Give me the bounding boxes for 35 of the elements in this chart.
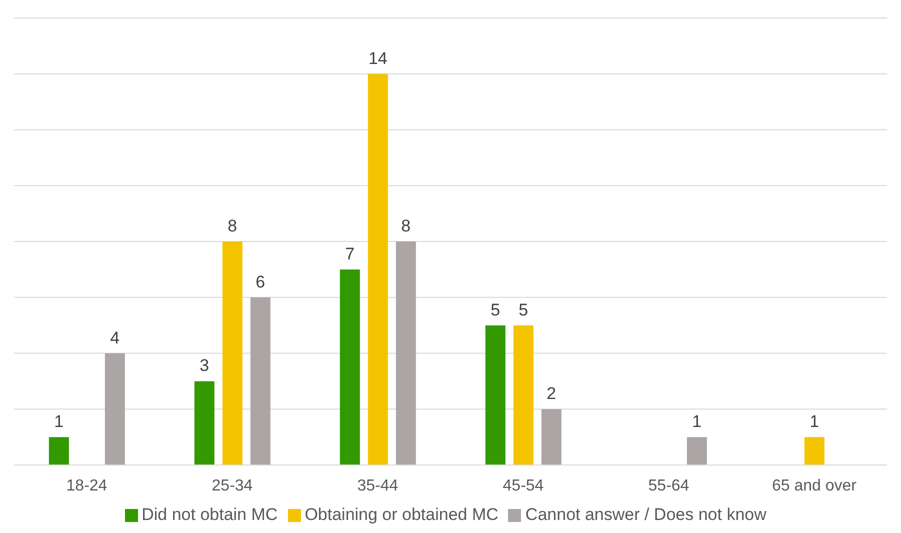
data-label: 5 — [518, 300, 528, 320]
x-tick-label: 18-24 — [66, 477, 108, 494]
x-tick-label: 25-34 — [212, 477, 253, 494]
legend-label: Obtaining or obtained MC — [304, 505, 498, 524]
data-label: 1 — [692, 412, 702, 432]
bar — [541, 409, 562, 465]
bar — [686, 437, 707, 465]
data-label: 6 — [256, 272, 266, 292]
x-tick-label: 55-64 — [648, 477, 690, 494]
bar — [340, 269, 360, 465]
data-label: 4 — [110, 328, 120, 348]
data-label: 1 — [810, 412, 820, 432]
data-label: 3 — [200, 356, 210, 376]
bar — [104, 353, 125, 465]
data-label: 1 — [54, 412, 64, 432]
data-label: 5 — [490, 300, 500, 320]
bar — [368, 74, 388, 465]
bar — [222, 242, 242, 465]
data-label: 7 — [345, 244, 355, 264]
x-tick-label: 45-54 — [502, 477, 544, 494]
bar — [48, 437, 69, 465]
data-label: 8 — [228, 216, 238, 236]
legend-label: Cannot answer / Does not know — [525, 505, 766, 524]
data-label: 2 — [546, 384, 556, 404]
legend-label: Did not obtain MC — [142, 505, 278, 524]
x-tick-label: 65 and over — [772, 477, 858, 494]
bar — [485, 325, 506, 465]
bar — [804, 437, 824, 465]
x-tick-label: 35-44 — [357, 477, 398, 494]
bar — [194, 381, 214, 465]
data-label: 14 — [368, 48, 388, 68]
bar — [396, 242, 416, 465]
data-label: 8 — [401, 216, 411, 236]
bar — [250, 297, 270, 465]
bar — [513, 325, 534, 465]
